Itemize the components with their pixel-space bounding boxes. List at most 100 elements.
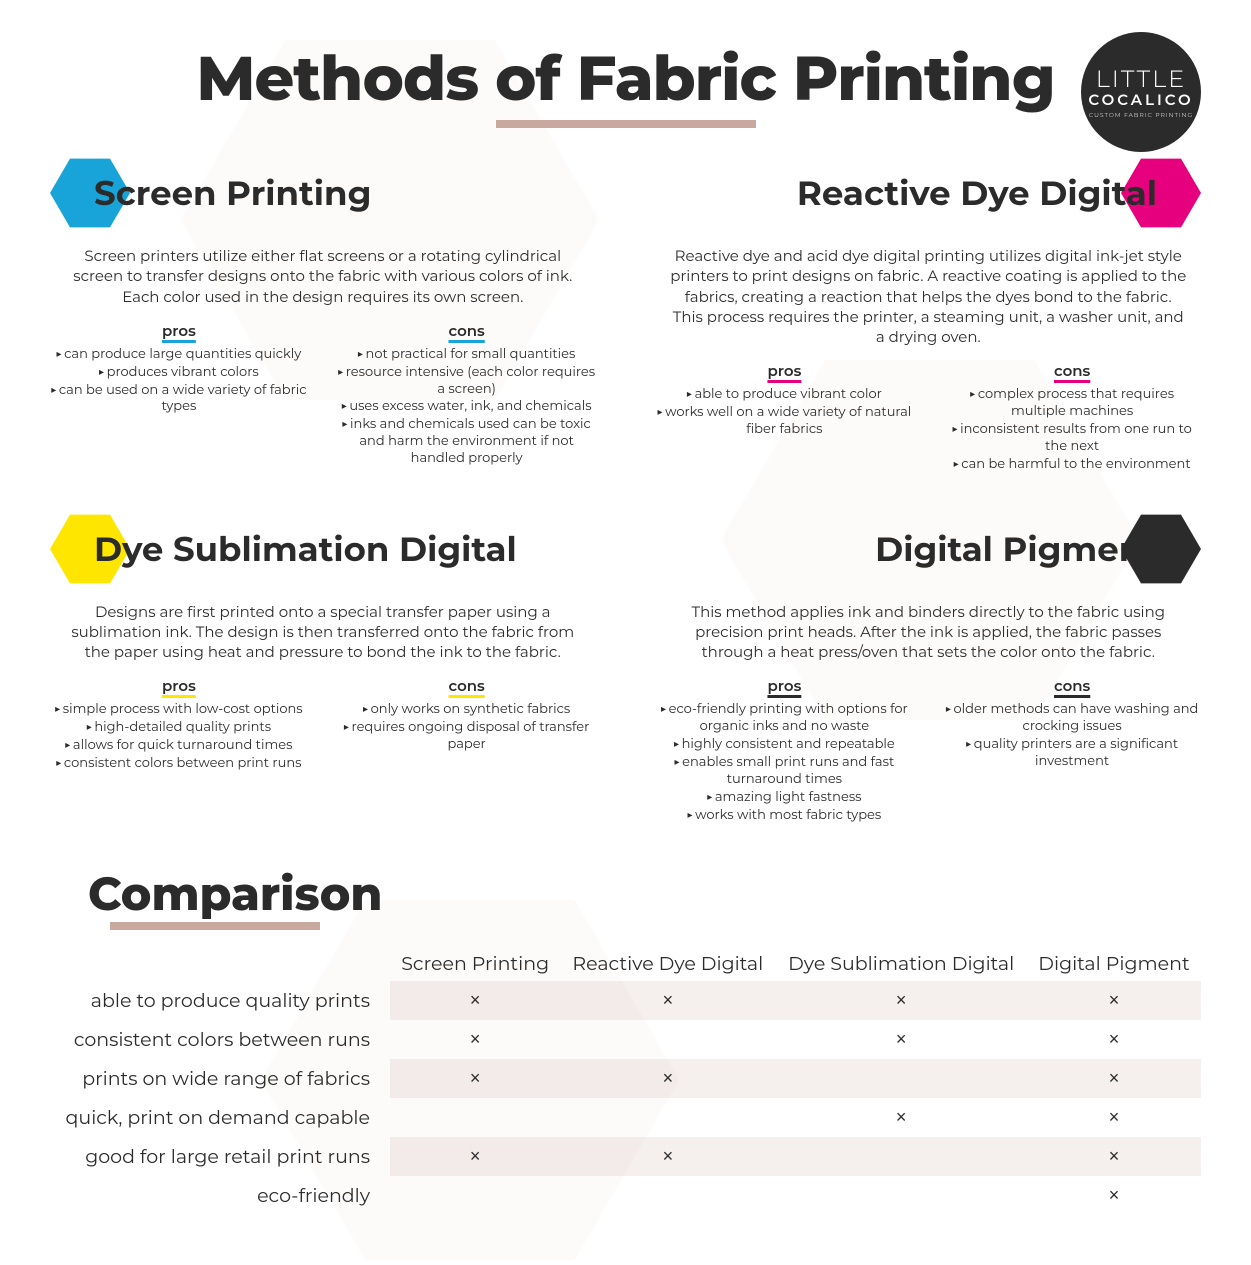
comparison-title: Comparison [88,865,1201,922]
table-cell: × [560,981,775,1020]
check-mark-icon: × [896,990,907,1010]
page-header: Methods of Fabric Printing LITTLE COCALI… [50,40,1201,128]
table-cell [560,1098,775,1137]
list-item: inks and chemicals used can be toxic and… [338,416,596,467]
method-description: Screen printers utilize either flat scre… [63,246,583,307]
list-item: allows for quick turnaround times [50,737,308,754]
table-cell: × [390,1137,560,1176]
methods-grid: Screen Printing Screen printers utilize e… [50,158,1201,825]
list-item: eco-friendly printing with options for o… [656,701,914,735]
table-cell: × [1027,981,1201,1020]
table-cell: × [560,1137,775,1176]
method-description: Designs are first printed onto a special… [63,602,583,663]
table-cell: × [1027,1176,1201,1215]
table-cell [560,1176,775,1215]
check-mark-icon: × [470,990,481,1010]
table-row-label: consistent colors between runs [50,1020,390,1059]
pros-cons-row: prossimple process with low-cost options… [50,676,596,773]
table-row: able to produce quality prints × × × × [50,981,1201,1020]
brand-logo: LITTLE COCALICO CUSTOM FABRIC PRINTING [1081,32,1201,152]
table-cell [390,1098,560,1137]
check-mark-icon: × [896,1029,907,1049]
pros-heading: pros [656,361,914,380]
pros-column: prossimple process with low-cost options… [50,676,308,773]
table-cell: × [775,1098,1027,1137]
method-title: Digital Pigment [875,528,1157,570]
list-item: inconsistent results from one run to the… [943,421,1201,455]
table-cell: × [775,1020,1027,1059]
table-row-label: able to produce quality prints [50,981,390,1020]
list-item: quality printers are a significant inves… [943,736,1201,770]
pros-list: able to produce vibrant colorworks well … [656,386,914,438]
check-mark-icon: × [470,1146,481,1166]
list-item: enables small print runs and fast turnar… [656,754,914,788]
method-reactive: Reactive Dye DigitalReactive dye and aci… [656,158,1202,474]
list-item: works with most fabric types [656,807,914,824]
list-item: resource intensive (each color requires … [338,364,596,398]
check-mark-icon: × [896,1107,907,1127]
cons-column: consonly works on synthetic fabricsrequi… [338,676,596,773]
pros-list: eco-friendly printing with options for o… [656,701,914,823]
table-cell: × [1027,1020,1201,1059]
table-cell: × [390,1059,560,1098]
check-mark-icon: × [1109,990,1120,1010]
check-mark-icon: × [1109,1146,1120,1166]
table-row: consistent colors between runs××× [50,1020,1201,1059]
list-item: not practical for small quantities [338,346,596,363]
check-mark-icon: × [1109,1107,1120,1127]
list-item: older methods can have washing and crock… [943,701,1201,735]
list-item: requires ongoing disposal of transfer pa… [338,719,596,753]
method-title: Reactive Dye Digital [797,172,1157,214]
table-row: quick, print on demand capable × × [50,1098,1201,1137]
list-item: can produce large quantities quickly [50,346,308,363]
check-mark-icon: × [663,1146,674,1166]
title-underline [496,120,756,128]
check-mark-icon: × [1109,1029,1120,1049]
list-item: able to produce vibrant color [656,386,914,403]
list-item: works well on a wide variety of natural … [656,404,914,438]
table-cell [775,1059,1027,1098]
pros-cons-row: pros eco-friendly printing with options f… [656,676,1202,824]
table-cell [390,1176,560,1215]
table-column-header: Screen Printing [390,946,560,981]
method-dye-sub: Dye Sublimation Digital Designs are first… [50,514,596,825]
logo-text-line2: COCALICO [1088,90,1193,109]
check-mark-icon: × [663,1068,674,1088]
table-row: good for large retail print runs × × × [50,1137,1201,1176]
table-column-header: Dye Sublimation Digital [775,946,1027,981]
table-cell: × [1027,1059,1201,1098]
method-header: Dye Sublimation Digital [50,514,596,584]
cons-list: complex process that requires multiple m… [943,386,1201,472]
check-mark-icon: × [1109,1185,1120,1205]
cons-column: cons older methods can have washing and c… [943,676,1201,824]
table-cell: × [560,1059,775,1098]
method-title: Screen Printing [94,172,371,214]
cons-heading: cons [943,676,1201,695]
list-item: highly consistent and repeatable [656,736,914,753]
cons-list: not practical for small quantitiesresour… [338,346,596,467]
table-cell: × [390,981,560,1020]
cons-heading: cons [338,676,596,695]
check-mark-icon: × [1109,1068,1120,1088]
table-row-label: eco-friendly [50,1176,390,1215]
table-row-label: quick, print on demand capable [50,1098,390,1137]
table-cell: × [775,981,1027,1020]
table-cell: × [390,1020,560,1059]
table-row-label: good for large retail print runs [50,1137,390,1176]
table-column-header: Reactive Dye Digital [560,946,775,981]
check-mark-icon: × [470,1068,481,1088]
table-cell [775,1137,1027,1176]
method-header: Screen Printing [50,158,596,228]
pros-list: simple process with low-cost optionshigh… [50,701,308,772]
method-title: Dye Sublimation Digital [94,528,517,570]
logo-text-line3: CUSTOM FABRIC PRINTING [1089,111,1193,119]
cons-heading: cons [943,361,1201,380]
cons-column: consnot practical for small quantitiesre… [338,321,596,468]
table-cell [560,1020,775,1059]
cons-list: older methods can have washing and crock… [943,701,1201,770]
list-item: complex process that requires multiple m… [943,386,1201,420]
table-corner [50,946,390,981]
list-item: amazing light fastness [656,789,914,806]
pros-heading: pros [656,676,914,695]
list-item: uses excess water, ink, and chemicals [338,398,596,415]
